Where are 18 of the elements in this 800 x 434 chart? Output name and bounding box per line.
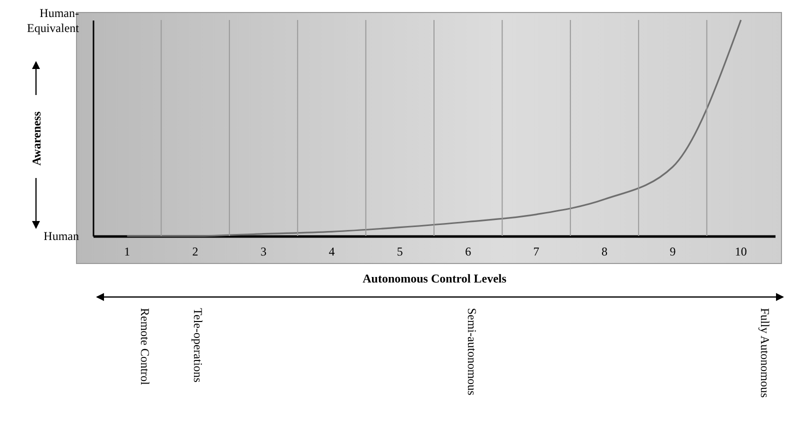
x-tick-label: 8 [602, 244, 608, 258]
text: Semi-autonomous [465, 308, 479, 396]
x-tick-label: 2 [192, 244, 198, 258]
x-tick-label: 10 [734, 244, 747, 258]
x-axis-title: Autonomous Control Levels [362, 272, 507, 286]
x-tick-label: 7 [533, 244, 540, 258]
x-tick-label: 4 [328, 244, 335, 258]
text: Human-Equivalent [27, 6, 80, 35]
text: Remote Control [138, 308, 152, 386]
text: Human [44, 229, 79, 243]
x-tick-label: 3 [260, 244, 266, 258]
x-tick-label: 9 [670, 244, 676, 258]
text: Fully Autonomous [758, 308, 772, 398]
x-tick-label: 5 [396, 244, 403, 258]
x-tick-label: 1 [124, 244, 130, 258]
x-tick-label: 6 [465, 244, 472, 258]
text: Tele-operations [191, 308, 205, 383]
y-axis-title: Awareness [30, 111, 44, 166]
